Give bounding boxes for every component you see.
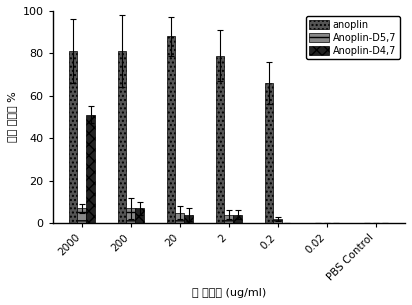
Bar bbox=[184, 215, 193, 223]
Bar bbox=[233, 215, 242, 223]
Bar bbox=[265, 83, 274, 223]
Bar bbox=[215, 56, 225, 223]
Bar bbox=[86, 115, 95, 223]
Bar bbox=[135, 208, 144, 223]
Legend: anoplin, Anoplin-D5,7, Anoplin-D4,7: anoplin, Anoplin-D5,7, Anoplin-D4,7 bbox=[306, 16, 400, 59]
Bar bbox=[176, 213, 184, 223]
Bar bbox=[274, 219, 282, 223]
Bar bbox=[126, 208, 135, 223]
Bar bbox=[117, 51, 126, 223]
Bar bbox=[68, 51, 77, 223]
X-axis label: 胃 酶浓度 (ug/ml): 胃 酶浓度 (ug/ml) bbox=[192, 288, 266, 298]
Y-axis label: 细菌 存活率 %: 细菌 存活率 % bbox=[7, 92, 17, 142]
Bar bbox=[166, 36, 176, 223]
Bar bbox=[225, 215, 233, 223]
Bar bbox=[77, 208, 86, 223]
